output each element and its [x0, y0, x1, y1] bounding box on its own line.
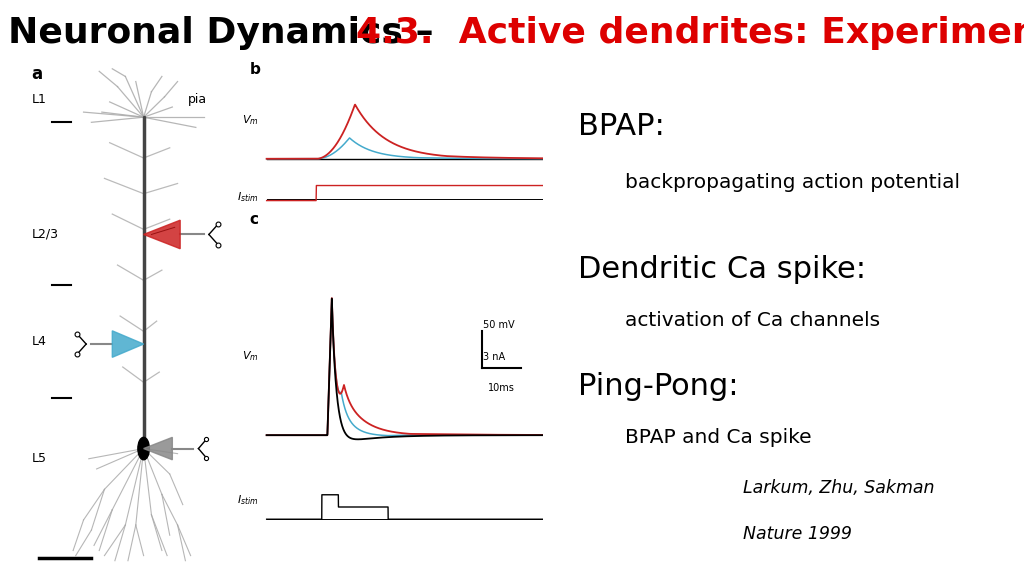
Text: b: b: [250, 62, 261, 77]
Text: Neuronal Dynamics –: Neuronal Dynamics –: [8, 16, 446, 50]
Text: pia: pia: [188, 93, 207, 106]
Text: 4.3.  Active dendrites: Experiments: 4.3. Active dendrites: Experiments: [356, 16, 1024, 50]
Text: Ping-Pong:: Ping-Pong:: [579, 372, 739, 401]
Polygon shape: [113, 331, 143, 357]
Text: $V_m$: $V_m$: [242, 113, 258, 127]
Text: L4: L4: [32, 335, 46, 348]
Text: c: c: [250, 213, 259, 228]
Text: Nature 1999: Nature 1999: [742, 525, 852, 543]
Polygon shape: [143, 220, 180, 249]
Text: 3 nA: 3 nA: [483, 352, 506, 362]
Text: 50 mV: 50 mV: [483, 320, 515, 329]
Text: L2/3: L2/3: [32, 228, 58, 241]
Text: BPAP:: BPAP:: [579, 112, 666, 141]
Text: $I_{stim}$: $I_{stim}$: [237, 191, 258, 204]
Text: a: a: [32, 65, 42, 83]
Text: L1: L1: [32, 93, 46, 106]
Text: 10ms: 10ms: [487, 383, 514, 393]
Polygon shape: [143, 437, 172, 460]
Text: backpropagating action potential: backpropagating action potential: [626, 173, 961, 192]
Text: Dendritic Ca spike:: Dendritic Ca spike:: [579, 255, 866, 284]
Text: $V_m$: $V_m$: [242, 349, 258, 363]
Text: L5: L5: [32, 452, 46, 465]
Text: BPAP and Ca spike: BPAP and Ca spike: [626, 428, 812, 447]
Text: Larkum, Zhu, Sakman: Larkum, Zhu, Sakman: [742, 479, 934, 497]
Text: $I_{stim}$: $I_{stim}$: [237, 493, 258, 507]
Text: activation of Ca channels: activation of Ca channels: [626, 311, 881, 330]
Circle shape: [138, 437, 150, 460]
